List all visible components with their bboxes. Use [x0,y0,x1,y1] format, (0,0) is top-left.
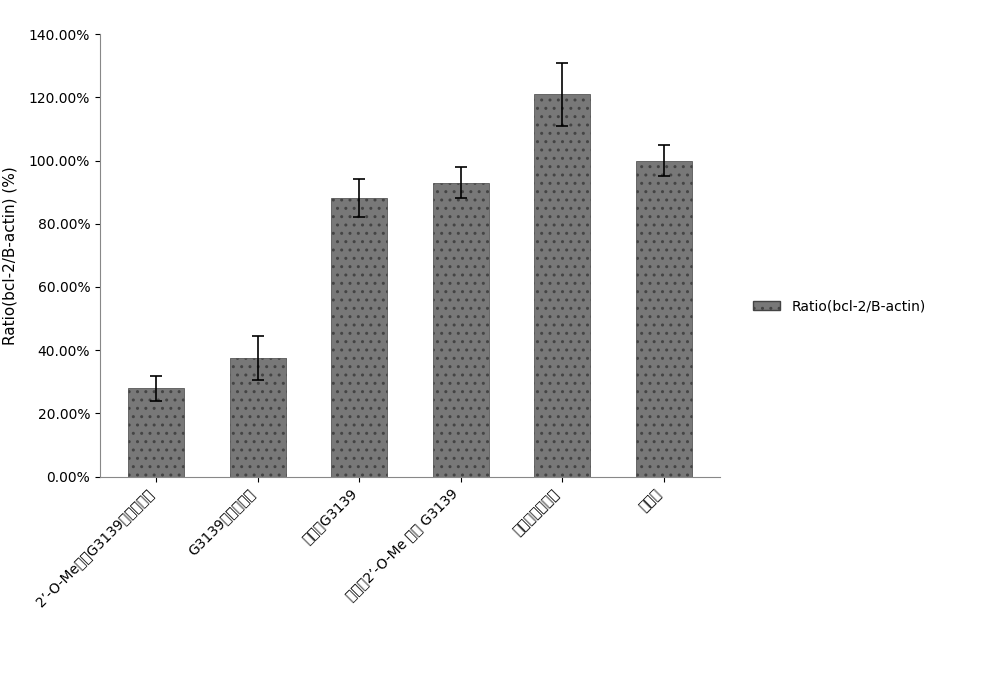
Bar [230,358,286,477]
Bar [128,388,184,477]
Legend: Ratio(bcl-2/B-actin): Ratio(bcl-2/B-actin) [747,294,931,319]
Bar [433,183,489,477]
Bar [534,94,590,477]
Bar [636,161,692,477]
Y-axis label: Ratio(bcl-2/B-actin) (%): Ratio(bcl-2/B-actin) (%) [3,166,18,345]
Bar [331,198,387,477]
